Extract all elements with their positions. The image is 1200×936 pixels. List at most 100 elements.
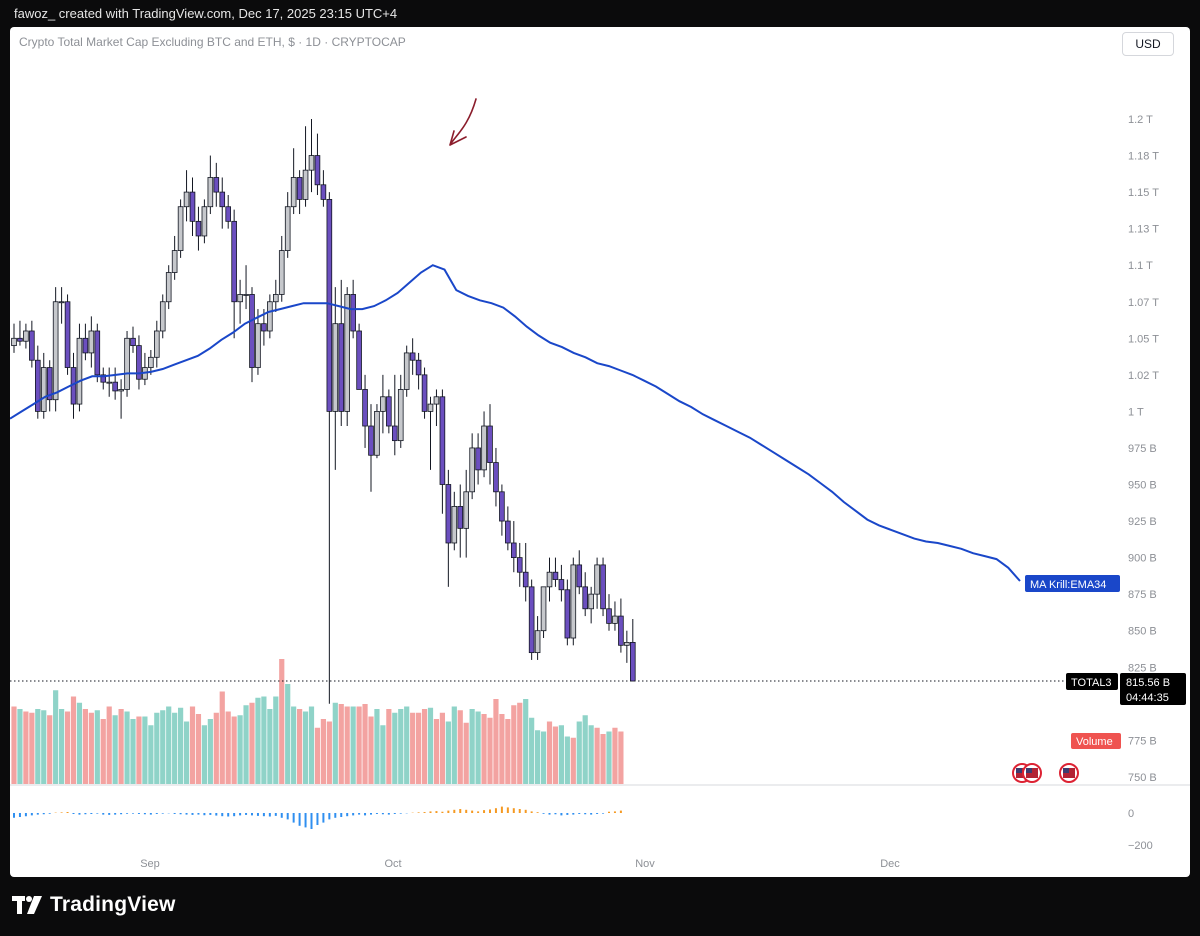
price-axis-label: 1.13 T: [1128, 224, 1159, 236]
volume-bar: [469, 709, 475, 784]
candle-body: [284, 206, 291, 251]
volume-bar: [362, 704, 368, 784]
us-flag-event-icon[interactable]: [1022, 763, 1042, 783]
candle-body: [225, 206, 232, 222]
candle-body: [213, 177, 220, 193]
volume-bar: [82, 709, 88, 784]
candle-body: [380, 396, 386, 412]
volume-bar: [302, 711, 309, 784]
volume-bar: [475, 711, 481, 784]
volume-bar: [588, 725, 594, 784]
ema-tag-label: MA Krill:EMA34: [1030, 579, 1106, 591]
candle-body: [433, 396, 440, 405]
candle-body: [112, 381, 118, 392]
volume-bar: [576, 721, 582, 784]
volume-bar: [439, 712, 445, 784]
candle-body: [427, 403, 434, 412]
volume-bar: [546, 721, 553, 784]
volume-bar: [445, 721, 451, 784]
candle-body: [499, 491, 505, 522]
price-axis-label: 1.02 T: [1128, 370, 1159, 382]
volume-bar: [398, 709, 404, 784]
candle-body: [421, 374, 428, 412]
symbol-tag: [1066, 673, 1118, 691]
candle-body: [189, 191, 196, 222]
price-axis-label: 1.1 T: [1128, 260, 1153, 272]
volume-bar: [386, 709, 392, 784]
candle-body: [11, 337, 17, 347]
volume-bar: [535, 730, 541, 784]
candle-body: [582, 586, 588, 610]
candle-body: [124, 337, 130, 390]
candle-body: [17, 337, 23, 342]
volume-bar: [160, 710, 166, 784]
volume-bar: [41, 710, 47, 784]
price-axis-label: 1.15 T: [1128, 187, 1159, 199]
candle-body: [308, 155, 315, 171]
candle-body: [320, 184, 327, 200]
candle-body: [374, 410, 380, 456]
candle-body: [183, 191, 190, 208]
candle-body: [201, 206, 208, 237]
volume-bar: [249, 702, 255, 784]
candle-body: [46, 367, 53, 401]
volume-bar: [195, 714, 202, 784]
candle-body: [546, 571, 553, 588]
candle-body: [475, 447, 481, 471]
oscillator-axis-label: −200: [1128, 840, 1153, 852]
volume-bar: [517, 702, 523, 784]
chart-panel[interactable]: 0 −200 1.2 T 1.18 T 1.15 T 1.13 T 1.1 T 1.07 T…: [10, 27, 1190, 877]
volume-bar: [344, 706, 350, 784]
oscillator-axis-label: 0: [1128, 808, 1134, 820]
candle-body: [594, 564, 600, 595]
volume-bar: [130, 719, 136, 784]
currency-button[interactable]: USD: [1122, 32, 1174, 56]
candle-body: [630, 641, 636, 682]
volume-bar: [493, 699, 499, 784]
volume-bar: [273, 696, 279, 784]
volume-bar: [618, 731, 624, 784]
volume-bar: [427, 707, 434, 784]
chart-canvas[interactable]: 0 −200 1.2 T 1.18 T 1.15 T 1.13 T 1.1 T 1.07 T…: [10, 27, 1190, 877]
candle-body: [52, 301, 59, 401]
volume-bar: [368, 716, 374, 784]
candle-body: [564, 589, 571, 639]
us-flag-event-icon[interactable]: [1059, 763, 1079, 783]
time-axis: Sep Oct Nov Dec: [140, 858, 900, 870]
candle-body: [82, 337, 89, 354]
volume-bar: [540, 731, 547, 784]
candle-body: [439, 396, 446, 485]
candle-body: [278, 250, 285, 295]
candle-body: [558, 579, 565, 591]
volume-bar: [29, 712, 35, 784]
candle-body: [23, 330, 29, 342]
volume-bars: [11, 659, 624, 784]
price-axis-label: 875 B: [1128, 589, 1157, 601]
flag-canton: [1063, 768, 1069, 773]
volume-bar: [380, 725, 386, 784]
tradingview-brand-text: TradingView: [50, 893, 176, 916]
volume-bar: [279, 659, 285, 784]
candle-body: [332, 323, 339, 412]
volume-bar: [463, 722, 469, 784]
volume-bar: [356, 706, 362, 784]
volume-bar: [552, 726, 559, 784]
flag-canton: [1016, 768, 1022, 773]
candle-body: [510, 542, 517, 558]
tradingview-logo-icon: [12, 896, 42, 914]
candle-body: [207, 177, 214, 208]
volume-bar: [606, 731, 612, 784]
candle-body: [177, 206, 184, 251]
candle-body: [243, 294, 249, 296]
candle-body: [159, 301, 166, 332]
candle-body: [403, 352, 410, 390]
price-axis-label: 850 B: [1128, 626, 1157, 638]
candle-body: [326, 199, 333, 412]
flag-canton: [1026, 768, 1032, 773]
volume-bar: [237, 715, 243, 784]
oscillator-pane: 0 −200: [13, 806, 1153, 852]
volume-bar: [64, 711, 71, 784]
volume-bar: [231, 716, 237, 784]
candle-body: [534, 630, 541, 654]
candle-body: [338, 323, 345, 412]
